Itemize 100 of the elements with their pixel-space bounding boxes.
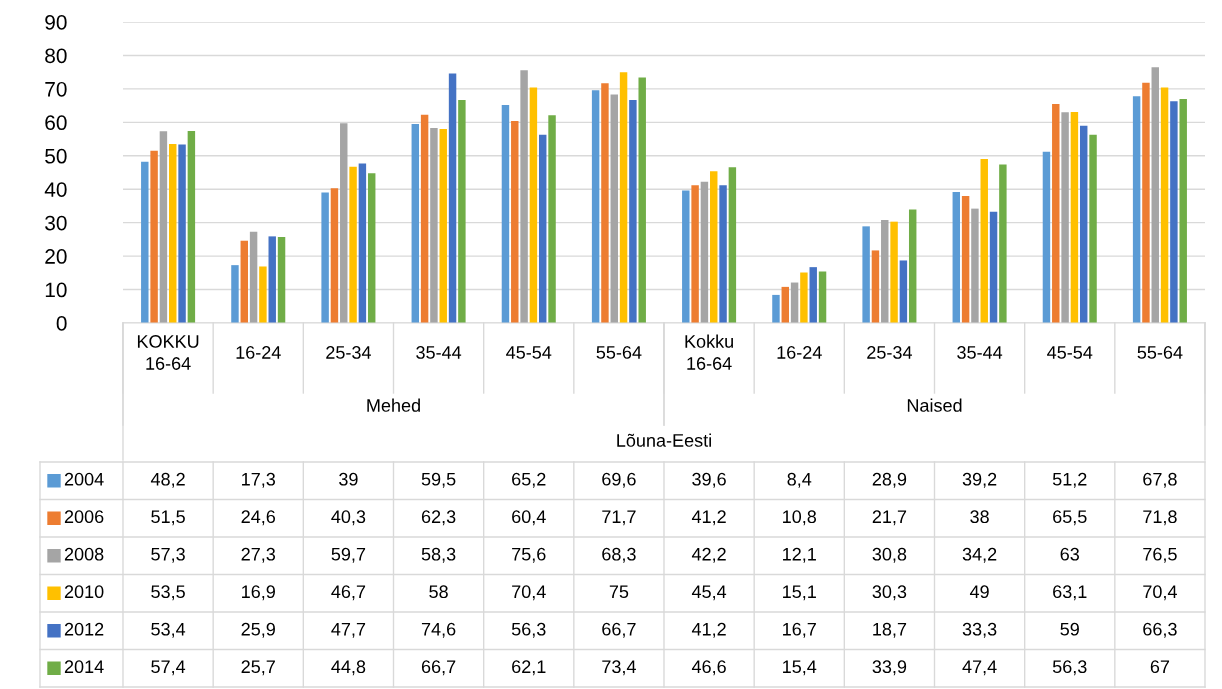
data-label: 76,5 — [1143, 547, 1177, 563]
data-label: 51,5 — [151, 510, 185, 526]
bar — [277, 237, 286, 323]
data-label: 41,2 — [691, 622, 726, 638]
data-label: 30,8 — [872, 547, 907, 563]
data-label: 66,3 — [1143, 622, 1177, 638]
bar — [999, 164, 1007, 323]
bar — [520, 70, 528, 323]
data-label: 27,3 — [241, 547, 276, 563]
data-label: 44,8 — [331, 660, 366, 676]
data-label: 63 — [1060, 547, 1079, 561]
bar — [682, 190, 690, 323]
bar — [448, 73, 457, 323]
data-label: 38 — [970, 510, 989, 524]
bar — [150, 150, 158, 323]
data-label: 8,4 — [787, 472, 812, 488]
data-label: 67 — [1150, 660, 1170, 674]
data-label: 41,2 — [691, 510, 726, 526]
bar — [169, 144, 177, 323]
y-tick-label: 50 — [45, 148, 67, 164]
data-label: 59,7 — [331, 547, 366, 563]
data-label: 58,3 — [421, 547, 456, 563]
data-label: 30,3 — [872, 585, 907, 601]
bar — [1070, 111, 1079, 323]
bar — [539, 134, 547, 323]
data-label: 15,1 — [783, 585, 816, 601]
data-label: 63,1 — [1053, 585, 1087, 601]
bar — [1160, 87, 1169, 323]
data-label: 75,6 — [512, 547, 546, 563]
bar — [187, 131, 196, 323]
x-tick-label: 16-24 — [236, 346, 281, 359]
bar — [971, 208, 979, 323]
data-label: 59,5 — [421, 472, 456, 488]
data-label: 68,3 — [602, 547, 636, 563]
bar — [430, 128, 438, 323]
bar — [619, 72, 628, 323]
bar — [420, 114, 429, 323]
bar — [1089, 134, 1097, 323]
data-label: 59 — [1060, 622, 1079, 636]
bar — [881, 219, 889, 323]
bar — [240, 240, 248, 323]
data-label: 53,5 — [151, 585, 185, 601]
x-tick-label: 16-24 — [777, 346, 822, 359]
bar — [349, 166, 357, 323]
bar — [358, 163, 367, 323]
data-label: 47,7 — [331, 623, 366, 638]
bar — [800, 272, 808, 323]
y-tick-label: 20 — [45, 249, 67, 264]
data-label: 66,7 — [421, 660, 456, 676]
bar — [710, 171, 718, 323]
bar — [1170, 101, 1178, 323]
y-tick-label: 70 — [45, 81, 67, 97]
bar — [249, 231, 258, 323]
data-label: 25,9 — [241, 622, 275, 638]
bar — [1042, 151, 1051, 323]
data-label: 49 — [969, 585, 989, 599]
bar — [601, 83, 609, 323]
bar — [529, 87, 538, 323]
y-tick-label: 10 — [45, 282, 67, 298]
bar — [980, 159, 988, 323]
bar — [231, 265, 239, 323]
bar — [340, 123, 348, 323]
data-label: 33,9 — [872, 660, 907, 676]
bar — [591, 90, 600, 323]
legend-label: 2008 — [64, 547, 104, 561]
text: Mehed — [367, 398, 420, 412]
x-tick-label: 55-64 — [596, 346, 642, 359]
data-label: 45,4 — [691, 585, 727, 601]
data-label: 47,4 — [962, 660, 997, 676]
bar — [790, 282, 799, 323]
bar — [1061, 112, 1069, 323]
bar — [548, 115, 556, 323]
x-tick-label: 55-64 — [1137, 346, 1183, 359]
bar — [178, 144, 186, 323]
data-label: 62,3 — [421, 510, 456, 526]
data-label: 51,2 — [1052, 472, 1087, 488]
data-label: 69,6 — [602, 472, 636, 488]
bar — [501, 104, 510, 323]
data-label: 33,3 — [962, 622, 997, 638]
text: Naised — [907, 398, 962, 412]
data-label: 16,7 — [783, 622, 816, 638]
data-label: 42,2 — [691, 547, 726, 563]
bar — [638, 77, 646, 323]
data-label: 18,7 — [873, 622, 907, 638]
data-label: 74,6 — [421, 622, 456, 638]
legend-label: 2012 — [64, 622, 104, 636]
data-label: 39 — [339, 472, 358, 486]
x-tick-label: Kokku 16-64 — [685, 334, 733, 370]
bar — [610, 94, 618, 323]
x-tick-label: 35-44 — [416, 346, 462, 359]
data-label: 40,3 — [331, 510, 366, 526]
bar — [899, 260, 908, 323]
bar — [629, 99, 637, 323]
text: Lõuna-Eesti — [617, 433, 711, 447]
data-label: 39,6 — [692, 472, 726, 488]
data-label: 57,3 — [151, 547, 185, 563]
data-label: 15,4 — [783, 660, 817, 676]
data-label: 48,2 — [150, 472, 185, 488]
data-label: 24,6 — [241, 510, 276, 526]
data-label: 60,4 — [512, 510, 546, 526]
